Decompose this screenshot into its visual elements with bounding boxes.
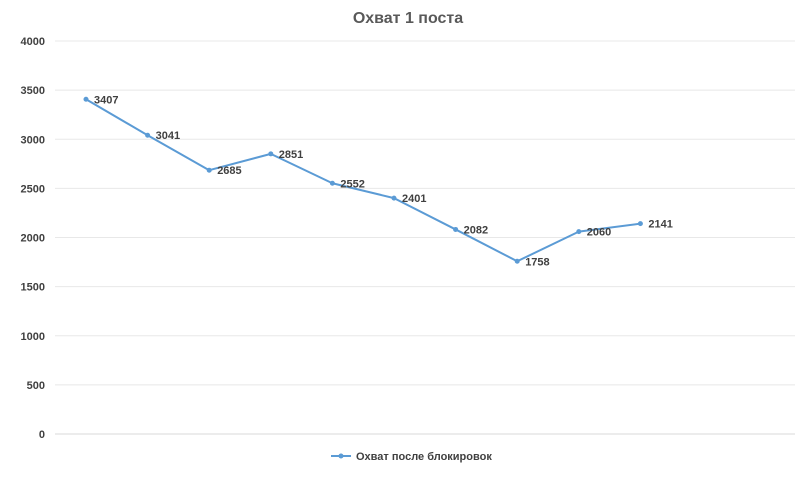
legend: Охват после блокировок	[331, 451, 492, 463]
y-axis-ticks: 0 500 1000 1500 2000 2500 3000 3500 4000	[21, 36, 45, 441]
y-tick-label: 500	[27, 380, 45, 392]
legend-label: Охват после блокировок	[356, 451, 492, 463]
data-label: 2851	[279, 149, 303, 161]
data-point	[391, 195, 397, 201]
data-label: 2060	[587, 227, 611, 239]
data-point	[268, 151, 274, 157]
data-point	[453, 226, 459, 232]
data-label: 2401	[402, 193, 426, 205]
data-point	[83, 96, 89, 102]
data-labels: 3407 3041 2685 2851 2552 2401 2082 1758 2060 2141	[94, 94, 673, 268]
data-label: 1758	[525, 256, 549, 268]
y-tick-label: 4000	[21, 36, 45, 48]
y-tick-label: 2000	[21, 233, 45, 245]
data-label: 2552	[340, 178, 364, 190]
y-tick-label: 3500	[21, 85, 45, 97]
y-tick-label: 1500	[21, 282, 45, 294]
data-label: 3041	[156, 130, 180, 142]
legend-point-marker	[338, 453, 344, 459]
series-area	[83, 96, 643, 264]
data-label: 2141	[648, 219, 672, 231]
data-label: 2685	[217, 165, 241, 177]
data-point	[514, 258, 520, 264]
y-tick-label: 3000	[21, 134, 45, 146]
y-tick-label: 0	[39, 429, 45, 441]
data-point	[145, 132, 151, 138]
grid-lines	[55, 40, 795, 435]
data-label: 3407	[94, 94, 118, 106]
data-point	[637, 221, 643, 227]
chart-title: Охват 1 поста	[353, 10, 463, 27]
y-tick-label: 2500	[21, 183, 45, 195]
data-label: 2082	[464, 224, 488, 236]
series-line	[85, 98, 641, 263]
y-tick-label: 1000	[21, 331, 45, 343]
data-point	[329, 180, 335, 186]
data-point	[576, 229, 582, 235]
data-point	[206, 167, 212, 173]
